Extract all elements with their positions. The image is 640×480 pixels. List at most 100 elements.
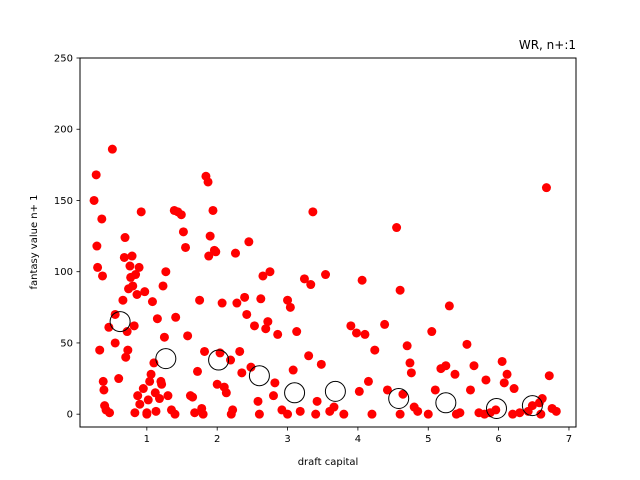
- data-point: [258, 271, 268, 281]
- data-point: [192, 366, 202, 376]
- x-axis: 1 2 3 4 5 6 7: [144, 427, 572, 445]
- y-axis: 0 50 100 150 200 250: [54, 54, 80, 421]
- data-point: [226, 355, 236, 365]
- data-point: [367, 409, 377, 419]
- data-point: [299, 274, 309, 284]
- mean-marker: [284, 382, 306, 404]
- data-point: [155, 394, 165, 404]
- data-point: [140, 287, 150, 297]
- data-point: [242, 309, 252, 319]
- data-point: [114, 374, 124, 384]
- data-point: [198, 409, 208, 419]
- data-point: [147, 297, 157, 307]
- data-point: [176, 210, 186, 220]
- y-tick-label: 250: [54, 54, 73, 65]
- data-point: [451, 409, 461, 419]
- data-point: [254, 409, 264, 419]
- mean-marker: [521, 395, 543, 417]
- data-point: [462, 339, 472, 349]
- y-tick-label: 100: [54, 267, 73, 278]
- data-point: [152, 314, 162, 324]
- data-point: [98, 376, 108, 386]
- data-point: [370, 345, 380, 355]
- data-point: [398, 389, 408, 399]
- data-point: [200, 346, 210, 356]
- data-point: [208, 205, 218, 215]
- data-point: [127, 251, 137, 261]
- data-point: [544, 371, 554, 381]
- data-point: [93, 262, 103, 272]
- data-point: [91, 170, 101, 180]
- data-point: [285, 302, 295, 312]
- data-point: [146, 369, 156, 379]
- data-point: [128, 281, 138, 291]
- data-point: [283, 295, 293, 305]
- data-point: [253, 396, 263, 406]
- data-point: [481, 375, 491, 385]
- x-axis-label: draft capital: [298, 457, 359, 468]
- data-point: [235, 346, 245, 356]
- filled-points: [89, 144, 561, 419]
- data-point: [145, 376, 155, 386]
- data-point: [159, 332, 169, 342]
- data-point: [321, 270, 331, 280]
- data-point: [308, 207, 318, 217]
- data-point: [157, 379, 167, 389]
- data-point: [395, 409, 405, 419]
- data-point: [158, 281, 168, 291]
- mean-marker: [155, 348, 177, 370]
- data-point: [405, 358, 415, 368]
- data-point: [232, 298, 242, 308]
- data-point: [423, 409, 433, 419]
- data-point: [178, 227, 188, 237]
- data-point: [121, 352, 131, 362]
- x-tick-label: 6: [495, 434, 501, 445]
- data-point: [541, 183, 551, 193]
- data-point: [311, 409, 321, 419]
- data-point: [135, 399, 145, 409]
- data-point: [249, 321, 259, 331]
- data-point: [183, 331, 193, 341]
- data-point: [360, 329, 370, 339]
- data-point: [261, 324, 271, 334]
- data-point: [92, 241, 102, 251]
- data-point: [339, 409, 349, 419]
- data-point: [105, 408, 115, 418]
- x-tick-label: 7: [566, 434, 572, 445]
- data-point: [304, 351, 314, 361]
- chart-title: WR, n+:1: [519, 38, 576, 52]
- x-tick-label: 5: [425, 434, 431, 445]
- data-point: [499, 378, 509, 388]
- data-point: [98, 271, 108, 281]
- data-point: [110, 338, 120, 348]
- data-point: [205, 231, 215, 241]
- data-point: [195, 295, 205, 305]
- mean-marker: [324, 380, 346, 402]
- data-point: [354, 386, 364, 396]
- data-point: [295, 406, 305, 416]
- data-point: [316, 359, 326, 369]
- data-point: [263, 317, 273, 327]
- data-point: [509, 384, 519, 394]
- data-point: [329, 402, 339, 412]
- data-point: [138, 384, 148, 394]
- data-point: [119, 252, 129, 262]
- mean-marker: [109, 311, 131, 333]
- data-point: [181, 242, 191, 252]
- data-point: [122, 327, 132, 337]
- data-point: [188, 392, 198, 402]
- data-point: [268, 391, 278, 401]
- data-point: [118, 295, 128, 305]
- x-tick-label: 1: [144, 434, 150, 445]
- data-point: [497, 356, 507, 366]
- y-tick-label: 150: [54, 196, 73, 207]
- data-point: [402, 341, 412, 351]
- data-point: [151, 406, 161, 416]
- data-point: [351, 328, 361, 338]
- data-point: [132, 290, 142, 300]
- data-point: [136, 207, 146, 217]
- data-point: [143, 395, 153, 405]
- data-point: [465, 385, 475, 395]
- data-point: [306, 280, 316, 290]
